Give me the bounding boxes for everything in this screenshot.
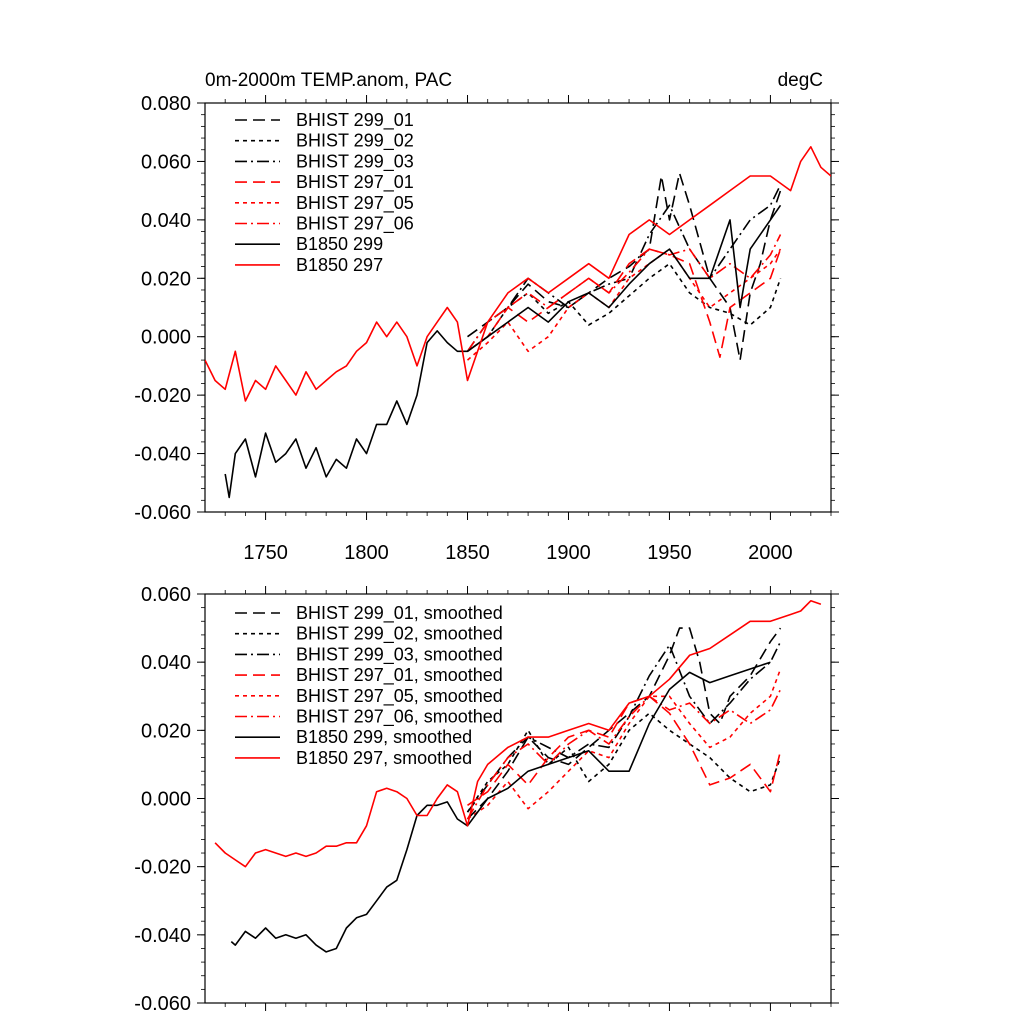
bottom-panel: -0.060 -0.040 -0.020 0.000 0.020 0.040 0.060 BH…: [134, 584, 839, 1015]
legend-label: B1850 299: [296, 234, 383, 254]
y-tick-label: -0.060: [134, 993, 191, 1015]
y-tick-label: -0.040: [134, 444, 191, 466]
legend-label: BHIST 297_01: [296, 172, 414, 193]
units-label: degC: [778, 70, 823, 91]
series-line: [466, 627, 782, 820]
y-tick-label: 0.040: [141, 210, 191, 232]
legend-label: BHIST 299_03: [296, 151, 414, 172]
y-tick-label: 0.060: [141, 584, 191, 606]
legend-label: BHIST 297_06, smoothed: [296, 707, 503, 728]
series-line: [224, 204, 782, 499]
series-line: [467, 172, 782, 361]
legend-label: BHIST 299_02: [296, 131, 414, 152]
y-tick-label: 0.040: [141, 652, 191, 674]
series-line: [466, 641, 782, 813]
top-panel: -0.060 -0.040 -0.020 0.000 0.020 0.040 0.060 0.…: [134, 70, 839, 564]
y-tick-label: 0.000: [141, 789, 191, 811]
legend-label: BHIST 297_05, smoothed: [296, 686, 503, 707]
legend-label: BHIST 299_01: [296, 110, 414, 131]
y-tick-label: 0.080: [141, 93, 191, 115]
series-line: [466, 184, 782, 352]
legend-label: B1850 297: [296, 255, 383, 275]
y-tick-label: -0.040: [134, 925, 191, 947]
x-tick-label: 1950: [647, 542, 692, 564]
y-tick-label: 0.000: [141, 327, 191, 349]
series-line: [466, 689, 782, 820]
series-line: [214, 600, 822, 868]
series-line: [467, 695, 782, 806]
legend-label: BHIST 297_06: [296, 214, 414, 235]
x-tick-label: 1800: [344, 542, 389, 564]
plot-frame: [204, 102, 832, 513]
series-line: [205, 146, 831, 402]
x-tick-label: 1900: [546, 542, 591, 564]
legend-label: BHIST 299_01, smoothed: [296, 603, 503, 624]
x-tick-label: 1750: [243, 542, 288, 564]
legend-label: B1850 297, smoothed: [296, 748, 472, 768]
y-tick-label: 0.020: [141, 268, 191, 290]
y-tick-label: 0.020: [141, 720, 191, 742]
series-group: [214, 600, 822, 953]
legend-label: BHIST 299_03, smoothed: [296, 644, 503, 665]
x-tick-label: 1850: [445, 542, 490, 564]
chart-title: 0m-2000m TEMP.anom, PAC: [205, 70, 452, 91]
legend-label: BHIST 297_05: [296, 193, 414, 214]
legend-label: BHIST 299_02, smoothed: [296, 624, 503, 645]
x-tick-label: 2000: [748, 542, 793, 564]
series-line: [466, 234, 782, 352]
series-line: [467, 262, 782, 352]
y-tick-label: -0.020: [134, 857, 191, 879]
y-tick-label: -0.060: [134, 502, 191, 524]
legend-label: BHIST 297_01, smoothed: [296, 665, 503, 686]
legend-label: B1850 299, smoothed: [296, 727, 472, 747]
y-tick-label: 0.060: [141, 151, 191, 173]
y-tick-label: -0.020: [134, 385, 191, 407]
series-line: [230, 661, 771, 953]
series-line: [467, 668, 782, 820]
series-group: [205, 146, 831, 499]
series-line: [466, 712, 782, 813]
series-line: [467, 248, 782, 358]
